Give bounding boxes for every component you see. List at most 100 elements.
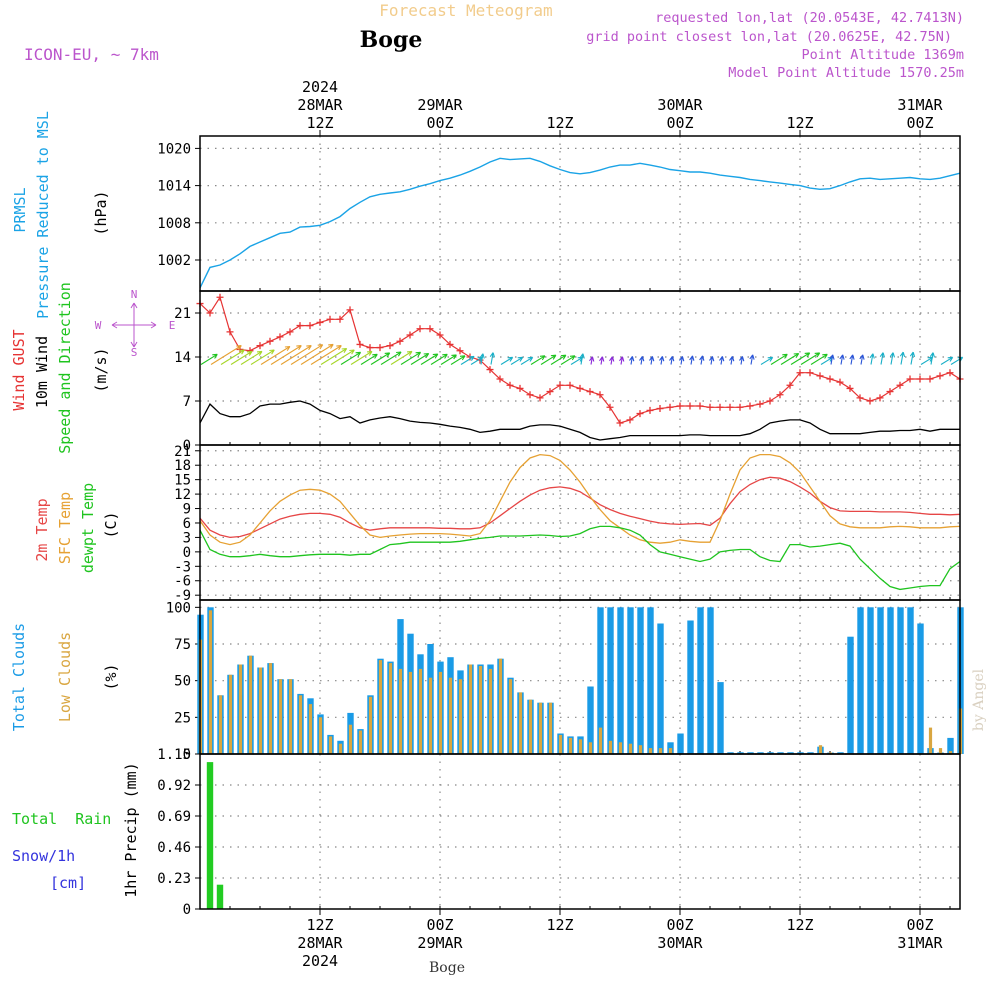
temp-ytick-label: 9	[183, 502, 191, 518]
pressure-ytick-label: 1014	[157, 179, 191, 195]
low-cloud-bar	[278, 679, 283, 754]
cloud-panel: 0 25 50 75 100	[166, 600, 964, 763]
low-cloud-label: Low Clouds	[56, 632, 74, 722]
gust-marker	[736, 403, 744, 411]
wind-arrow-icon	[530, 355, 546, 365]
pressure-line	[199, 157, 961, 289]
wind-arrow-icon	[430, 353, 448, 365]
low-cloud-bar	[948, 751, 953, 754]
temp-ytick-label: 6	[183, 516, 191, 532]
point-altitude: Point Altitude 1369m	[801, 47, 964, 63]
gust-marker	[516, 384, 524, 392]
wind-arrow-icon	[829, 354, 835, 365]
wind-arrow-icon	[889, 352, 896, 365]
pressure-ytick-label: 1020	[157, 141, 191, 157]
gust-marker	[766, 397, 774, 405]
gust-marker	[886, 388, 894, 396]
wind-arrow-icon	[260, 345, 291, 365]
precip-ytick-label: 0.69	[157, 809, 191, 825]
snow-label: Snow/1h	[12, 847, 75, 865]
product-title: Forecast Meteogram	[379, 1, 552, 20]
top-hour-label: 00Z	[906, 114, 933, 132]
gust-marker	[216, 293, 224, 301]
gust-marker	[866, 397, 874, 405]
pressure-label-1: PRMSL	[11, 187, 29, 232]
total-cloud-bar	[857, 607, 864, 754]
wind-arrow-icon	[390, 350, 413, 365]
total-cloud-bar	[617, 607, 624, 754]
temp2m-line	[199, 476, 961, 539]
gust-marker	[206, 309, 214, 317]
low-cloud-bar	[658, 748, 663, 754]
wind-arrow-icon	[320, 347, 348, 365]
temp-ytick-label: 21	[174, 444, 191, 460]
gust-marker	[306, 322, 314, 330]
low-cloud-bar	[478, 666, 483, 754]
gust-marker	[816, 372, 824, 380]
gust-marker	[326, 315, 334, 323]
gust-marker	[376, 344, 384, 352]
wind-arrow-icon	[380, 351, 402, 365]
gust-marker	[926, 375, 934, 383]
wind-ytick-label: 21	[174, 306, 191, 322]
wind-label: 10m Wind	[33, 336, 51, 408]
wind-arrow-icon	[450, 355, 466, 365]
wind-arrow-icon	[940, 356, 954, 365]
wind-arrow-icon	[729, 356, 735, 365]
gust-line	[199, 295, 961, 424]
low-cloud-bar	[408, 671, 413, 754]
wind-arrow-icon	[200, 353, 218, 365]
wind-arrow-icon	[310, 345, 342, 365]
low-cloud-bar	[298, 695, 303, 754]
gust-marker	[436, 331, 444, 339]
low-cloud-bar	[608, 740, 613, 754]
gust-marker	[836, 378, 844, 386]
bottom-hour-label: 12Z	[546, 916, 573, 934]
total-cloud-bar	[687, 620, 694, 754]
precip-ytick-label: 0.92	[157, 778, 191, 794]
cloud-unit: (%)	[102, 663, 120, 690]
low-cloud-bar	[538, 702, 543, 754]
gust-marker	[416, 325, 424, 333]
total-cloud-bar	[717, 682, 724, 754]
wind-arrow-icon	[589, 356, 595, 365]
wind-arrow-icon	[739, 356, 745, 365]
wind-arrow-icon	[899, 351, 906, 365]
bottom-date-label: 28MAR	[297, 934, 343, 952]
wind-arrow-icon	[669, 356, 675, 365]
temp-ytick-label: 3	[183, 530, 191, 546]
low-cloud-bar	[938, 748, 943, 754]
gust-marker	[296, 322, 304, 330]
compass-west: W	[95, 319, 102, 332]
wind-arrow-icon	[550, 354, 567, 365]
low-cloud-bar	[818, 745, 823, 754]
total-cloud-bar	[877, 607, 884, 754]
wind-ytick-label: 7	[183, 394, 191, 410]
low-cloud-bar	[388, 663, 393, 754]
low-cloud-bar	[398, 668, 403, 754]
temp-unit: (C)	[102, 511, 120, 538]
low-cloud-bar	[358, 730, 363, 754]
wind-ytick-label: 0	[183, 438, 191, 454]
total-cloud-bar	[867, 607, 874, 754]
cloud-ytick-label: 25	[174, 710, 191, 726]
wind-speed-line	[199, 400, 960, 441]
low-cloud-bar	[338, 743, 343, 754]
low-cloud-bar	[648, 748, 653, 754]
low-cloud-bar	[238, 664, 243, 754]
wind-arrow-icon	[220, 349, 245, 365]
low-cloud-bar	[488, 668, 493, 754]
rain-bar	[216, 884, 224, 909]
wind-arrow-icon	[210, 345, 242, 365]
precip-ytick-label: 0.46	[157, 840, 191, 856]
temp-ytick-label: -3	[174, 559, 191, 575]
gust-marker	[586, 388, 594, 396]
wind-arrow-icon	[800, 352, 821, 365]
rain-bar	[206, 762, 214, 909]
gust-marker	[506, 381, 514, 389]
low-cloud-bar	[258, 667, 263, 754]
wind-arrow-icon	[679, 356, 685, 365]
gust-marker	[226, 328, 234, 336]
bottom-hour-label: 00Z	[426, 916, 453, 934]
